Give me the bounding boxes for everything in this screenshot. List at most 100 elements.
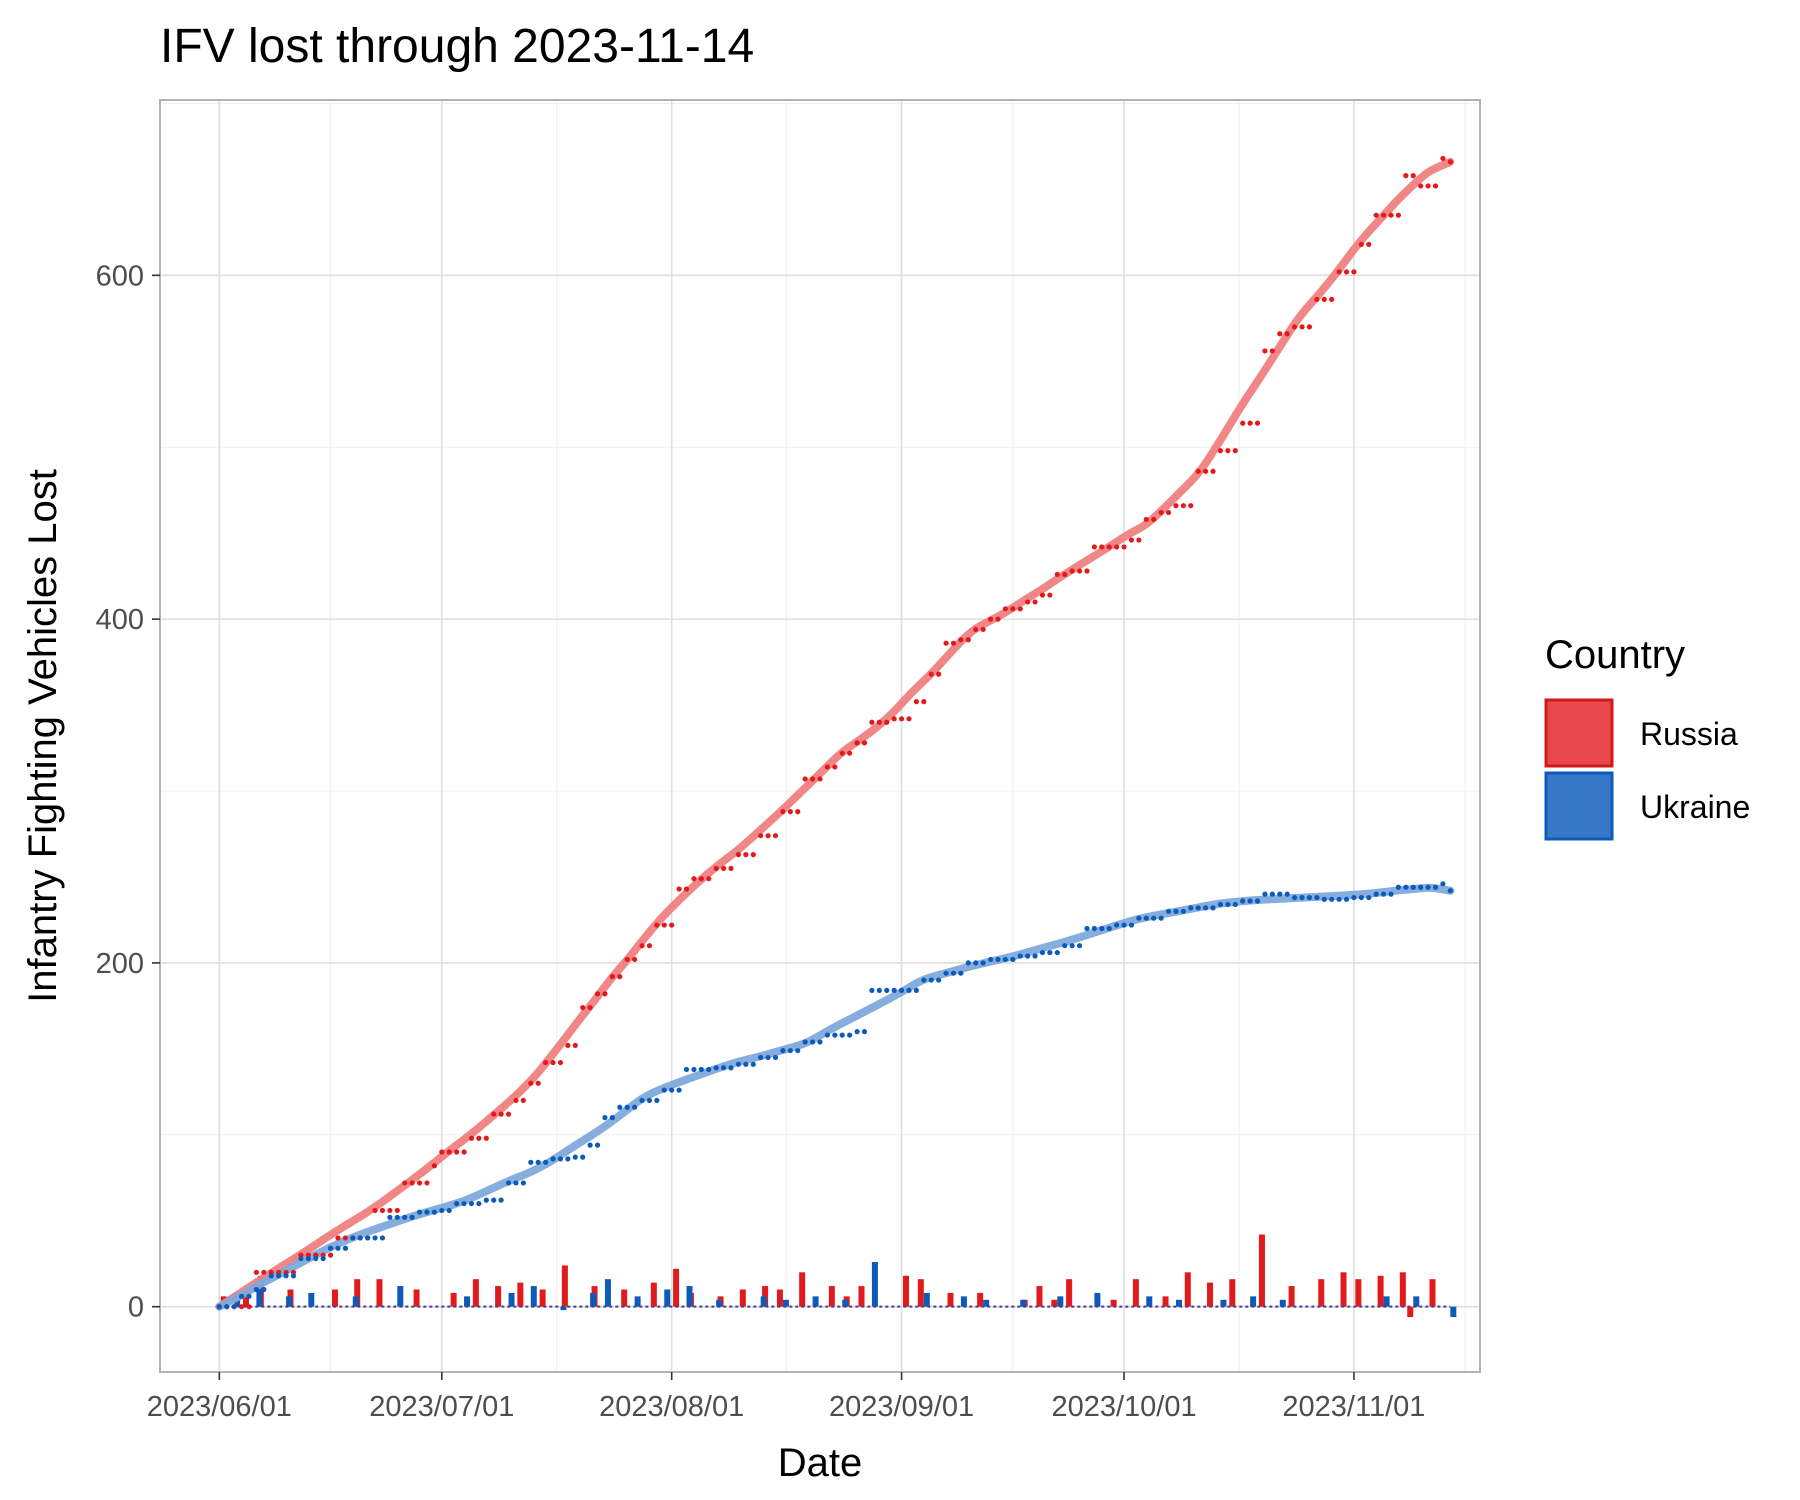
- cumulative-point-russia: [513, 1097, 519, 1104]
- cumulative-point-russia: [1151, 516, 1157, 523]
- daily-bar-ukraine: [716, 1299, 723, 1307]
- cumulative-point-russia: [1262, 348, 1268, 354]
- cumulative-point-russia: [1410, 173, 1416, 179]
- cumulative-point-ukraine: [1017, 953, 1023, 959]
- cumulative-point-russia: [1025, 599, 1031, 605]
- cumulative-point-ukraine: [713, 1065, 719, 1071]
- daily-bar-ukraine: [1220, 1299, 1227, 1307]
- cumulative-point-russia: [1366, 241, 1372, 247]
- cumulative-point-ukraine: [1158, 915, 1164, 921]
- cumulative-point-russia: [602, 991, 608, 997]
- cumulative-point-ukraine: [1247, 898, 1253, 904]
- cumulative-point-russia: [906, 716, 912, 722]
- cumulative-point-ukraine: [639, 1097, 645, 1104]
- daily-bar-russia: [1399, 1272, 1406, 1307]
- cumulative-point-ukraine: [387, 1214, 393, 1220]
- cumulative-point-ukraine: [691, 1066, 697, 1073]
- cumulative-point-russia: [654, 922, 660, 928]
- cumulative-point-russia: [1076, 568, 1083, 574]
- daily-bar-ukraine: [760, 1296, 767, 1307]
- cumulative-point-russia: [950, 640, 957, 646]
- cumulative-point-russia: [973, 626, 979, 633]
- daily-bar-russia: [1184, 1272, 1191, 1307]
- cumulative-point-russia: [1269, 348, 1275, 354]
- cumulative-point-ukraine: [1084, 925, 1090, 932]
- daily-bar-ukraine: [590, 1292, 597, 1307]
- cumulative-point-russia: [928, 671, 934, 677]
- daily-bar-russia: [1355, 1279, 1362, 1307]
- cumulative-point-russia: [246, 1304, 252, 1310]
- cumulative-point-ukraine: [973, 960, 979, 966]
- cumulative-point-ukraine: [454, 1200, 460, 1207]
- cumulative-point-ukraine: [1128, 922, 1135, 928]
- cumulative-point-ukraine: [350, 1235, 356, 1241]
- daily-bar-russia: [495, 1286, 502, 1307]
- cumulative-point-russia: [1084, 568, 1090, 574]
- cumulative-point-russia: [609, 974, 615, 980]
- daily-bar-ukraine: [960, 1296, 967, 1307]
- cumulative-point-ukraine: [632, 1104, 638, 1110]
- cumulative-point-ukraine: [1225, 901, 1231, 908]
- cumulative-point-ukraine: [1395, 884, 1402, 890]
- daily-bar-russia: [539, 1289, 546, 1307]
- plot-border: [159, 99, 1481, 1373]
- cumulative-point-ukraine: [661, 1087, 667, 1093]
- cumulative-point-ukraine: [1366, 894, 1372, 901]
- cumulative-point-russia: [780, 809, 786, 815]
- daily-bar-russia: [1258, 1234, 1265, 1307]
- cumulative-point-russia: [1136, 537, 1142, 543]
- daily-bar-russia: [472, 1279, 479, 1307]
- cumulative-point-ukraine: [557, 1156, 564, 1162]
- cumulative-point-russia: [1054, 571, 1060, 578]
- legend-label-ukraine: Ukraine: [1640, 789, 1750, 825]
- cumulative-point-ukraine: [261, 1286, 267, 1293]
- cumulative-point-ukraine: [231, 1304, 237, 1310]
- cumulative-point-ukraine: [416, 1209, 423, 1215]
- daily-bar-russia: [917, 1279, 924, 1307]
- cumulative-point-ukraine: [809, 1039, 816, 1045]
- cumulative-point-ukraine: [1091, 925, 1097, 932]
- cumulative-point-ukraine: [313, 1255, 319, 1262]
- cumulative-point-russia: [1017, 606, 1023, 612]
- cumulative-point-ukraine: [1410, 884, 1416, 890]
- cumulative-point-ukraine: [787, 1047, 793, 1054]
- cumulative-point-russia: [261, 1269, 267, 1275]
- cumulative-point-ukraine: [1217, 901, 1224, 908]
- cumulative-point-ukraine: [572, 1154, 578, 1160]
- cumulative-point-russia: [253, 1269, 260, 1275]
- cumulative-point-ukraine: [839, 1032, 845, 1038]
- cumulative-point-ukraine: [402, 1214, 408, 1220]
- cumulative-point-russia: [1277, 331, 1283, 337]
- cumulative-point-ukraine: [587, 1142, 593, 1148]
- cumulative-point-russia: [965, 637, 971, 643]
- daily-bar-russia: [828, 1286, 835, 1307]
- daily-bar-ukraine: [1020, 1299, 1027, 1307]
- daily-bar-russia: [1207, 1282, 1214, 1307]
- legend-title: Country: [1545, 633, 1685, 677]
- cumulative-point-russia: [580, 1004, 586, 1011]
- x-tick-label: 2023/10/01: [1051, 1391, 1196, 1423]
- cumulative-point-russia: [1099, 544, 1105, 550]
- cumulative-point-russia: [1002, 606, 1008, 612]
- cumulative-point-ukraine: [543, 1159, 549, 1165]
- cumulative-point-russia: [394, 1207, 400, 1214]
- y-axis-title: Infantry Fighting Vehicles Lost: [21, 469, 65, 1003]
- cumulative-point-russia: [468, 1135, 475, 1141]
- cumulative-point-ukraine: [1351, 894, 1357, 901]
- cumulative-point-russia: [772, 833, 779, 839]
- cumulative-point-russia: [1380, 212, 1387, 218]
- cumulative-point-russia: [713, 865, 719, 871]
- cumulative-point-ukraine: [1136, 915, 1142, 921]
- daily-bar-ukraine: [352, 1296, 359, 1307]
- cumulative-point-ukraine: [298, 1255, 304, 1262]
- cumulative-point-russia: [809, 776, 816, 782]
- cumulative-point-russia: [387, 1207, 393, 1214]
- cumulative-point-russia: [832, 764, 838, 770]
- cumulative-point-russia: [1432, 183, 1439, 189]
- cumulative-point-ukraine: [1418, 884, 1424, 890]
- cumulative-point-ukraine: [498, 1197, 504, 1203]
- cumulative-point-ukraine: [1432, 884, 1439, 890]
- cumulative-point-russia: [1114, 544, 1120, 550]
- cumulative-point-russia: [1240, 420, 1246, 426]
- cumulative-point-ukraine: [913, 987, 920, 994]
